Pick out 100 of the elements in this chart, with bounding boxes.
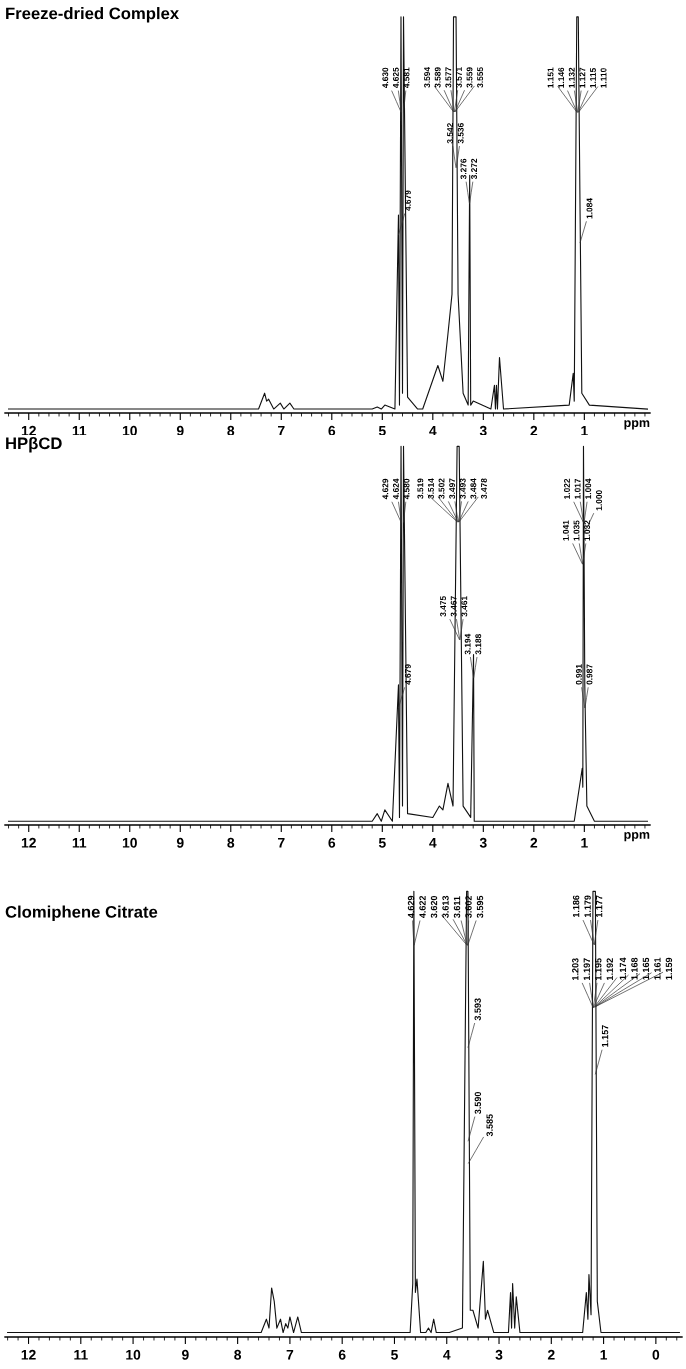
x-tick-label: 8 [227,837,235,848]
chart-title: HPβCD [6,436,62,453]
x-tick-label: 7 [286,1350,294,1360]
x-tick-label: 3 [495,1349,503,1360]
annotation: 1.203 [572,958,579,980]
annotation: 4.581 [403,67,410,89]
x-tick-label: 3 [479,837,487,848]
annotation: 0.987 [586,664,593,685]
x-tick-label: 4 [429,426,437,436]
x-tick-label: 5 [378,838,386,848]
x-tick-label: 9 [176,837,184,848]
annotation: 3.461 [461,596,468,617]
annotation: 3.593 [474,998,481,1021]
annotation: 1.186 [572,895,580,918]
annotation: 1.157 [601,1025,609,1047]
x-tick-label: 6 [338,1349,346,1360]
x-tick-label: 7 [278,426,285,436]
annotation: 3.595 [476,895,484,918]
annotation: 3.272 [471,158,478,180]
x-tick-label: 12 [21,837,36,848]
annotation: 3.542 [447,123,454,144]
annotation: 3.589 [434,67,441,88]
annotation: 1.179 [584,895,591,918]
chart-title: Freeze-dried Complex [6,7,179,23]
x-tick-label: 8 [234,1349,242,1360]
annotation: 1.161 [654,957,661,980]
annotation: 1.174 [619,957,627,980]
annotation: 1.017 [574,478,581,499]
annotation: 1.168 [631,957,638,980]
annotation: 1.197 [583,958,590,980]
annotation: 1.192 [606,958,613,980]
annotation: 3.467 [450,596,457,617]
annotation: 3.577 [445,67,452,88]
annotation: 3.276 [460,158,467,180]
annotation: 1.132 [568,67,575,88]
x-axis-title: ppm [624,420,650,430]
annotation: 3.514 [427,478,434,499]
annotation: 0.991 [575,664,582,685]
x-tick-label: 5 [391,1350,398,1360]
annotation: 3.620 [430,895,438,918]
annotation: 1.127 [579,67,586,88]
annotation: 4.629 [407,895,415,918]
annotation: 4.622 [419,895,426,918]
annotation: 4.679 [404,664,411,685]
x-tick-label: 0 [652,1349,660,1360]
annotation: 3.590 [474,1091,482,1114]
annotation: 3.502 [438,478,445,499]
x-tick-label: 11 [72,838,87,848]
annotation: 1.000 [596,490,602,511]
annotation: 3.571 [455,67,462,88]
x-tick-label: 6 [328,837,336,848]
annotation: 1.035 [573,520,580,541]
annotation: 3.611 [453,896,461,918]
annotation: 3.194 [464,633,471,655]
annotation: 1.151 [547,67,554,88]
annotation: 4.679 [404,190,411,211]
x-tick-label: 2 [547,1349,555,1360]
annotation: 1.004 [585,478,592,499]
x-tick-label: 10 [126,1349,141,1360]
annotation: 3.188 [475,634,482,655]
x-tick-label: 10 [122,837,137,848]
text: Clomiphene Citrate [5,905,158,922]
annotation: 3.478 [481,478,487,499]
x-tick-label: 2 [530,837,538,848]
annotation: 3.497 [449,478,456,499]
annotation: 1.084 [586,198,593,219]
annotation: 3.519 [417,478,424,499]
x-axis-title: ppm [624,831,650,842]
annotation: 3.594 [424,66,431,88]
annotation: 4.624 [392,478,399,500]
x-tick-label: 9 [181,1349,189,1360]
annotation: 3.475 [440,596,447,617]
annotation: 4.580 [403,478,410,500]
x-tick-label: 7 [278,838,285,848]
annotation: 3.484 [470,478,477,499]
annotation: 1.159 [665,957,673,980]
annotation: 1.195 [595,958,602,980]
x-tick-label: 4 [429,838,437,848]
x-tick-label: 12 [21,1349,36,1360]
annotation: 3.602 [465,895,472,918]
annotation: 1.177 [596,895,603,918]
annotation: 4.630 [382,67,389,89]
annotation: 4.625 [392,67,399,89]
annotation: 1.115 [590,68,596,88]
x-tick-label: 1 [600,1350,608,1360]
annotation: 1.110 [600,68,607,88]
x-tick-label: 11 [74,1350,88,1360]
annotation: 3.613 [442,895,449,918]
annotation: 1.032 [584,520,591,541]
x-tick-label: 4 [443,1350,451,1360]
annotation: 1.165 [642,957,650,980]
annotation: 3.493 [459,478,466,499]
annotation: 1.041 [562,520,569,541]
x-tick-label: 1 [581,838,588,848]
annotation: 1.146 [558,67,565,88]
annotation: 3.559 [466,67,473,88]
annotation: 3.555 [477,67,484,88]
annotation: 4.629 [382,478,389,500]
annotation: 3.585 [486,1114,493,1137]
annotation: 1.022 [564,478,570,499]
